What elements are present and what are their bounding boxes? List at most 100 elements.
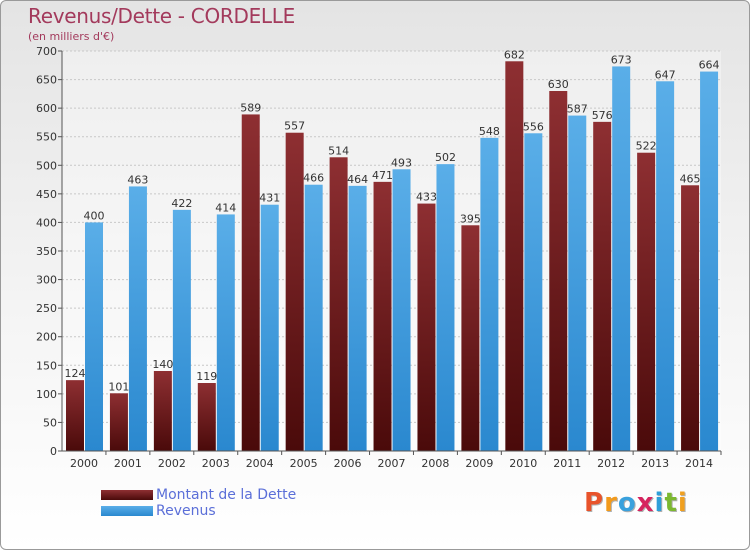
bar-revenus-2010 <box>524 133 543 452</box>
chart-subtitle: (en milliers d'€) <box>28 30 115 43</box>
label-revenus-2009: 548 <box>479 125 500 138</box>
label-revenus-2014: 664 <box>699 59 720 72</box>
bar-revenus-2006 <box>348 185 367 451</box>
y-tick-label: 100 <box>36 388 57 401</box>
x-tick-label-2004: 2004 <box>246 457 274 470</box>
bar-dette-2003 <box>197 383 216 451</box>
logo-letter: P <box>584 488 605 518</box>
x-tick-label-2014: 2014 <box>685 457 713 470</box>
bar-revenus-2009 <box>480 137 499 451</box>
bar-dette-2001 <box>109 393 128 451</box>
label-dette-2006: 514 <box>328 144 349 157</box>
logo-letter: i <box>677 488 688 518</box>
y-tick-label: 350 <box>36 245 57 258</box>
bar-dette-2014 <box>681 185 700 452</box>
y-tick-label: 300 <box>36 274 57 287</box>
bar-revenus-2013 <box>656 81 675 452</box>
y-tick-label: 550 <box>36 131 57 144</box>
bar-revenus-2004 <box>260 204 279 451</box>
label-dette-2002: 140 <box>152 358 173 371</box>
bar-dette-2000 <box>66 380 84 451</box>
label-revenus-2004: 431 <box>259 192 280 205</box>
bar-dette-2006 <box>329 157 348 452</box>
label-dette-2009: 395 <box>460 212 481 225</box>
label-revenus-2002: 422 <box>171 197 192 210</box>
x-tick-label-2001: 2001 <box>114 457 142 470</box>
x-tick-label-2012: 2012 <box>597 457 625 470</box>
label-dette-2004: 589 <box>240 101 261 114</box>
logo-letter: t <box>664 488 678 518</box>
logo-letter: r <box>604 488 618 518</box>
label-revenus-2008: 502 <box>435 151 456 164</box>
x-tick-label-2008: 2008 <box>421 457 449 470</box>
label-revenus-2007: 493 <box>391 156 412 169</box>
x-tick-label-2006: 2006 <box>334 457 362 470</box>
label-dette-2012: 576 <box>592 109 613 122</box>
legend-label-revenus: Revenus <box>156 503 216 519</box>
bar-dette-2011 <box>549 91 568 451</box>
x-tick-label-2010: 2010 <box>509 457 537 470</box>
bar-dette-2013 <box>637 152 656 451</box>
label-revenus-2013: 647 <box>655 68 676 81</box>
y-tick-label: 250 <box>36 302 57 315</box>
y-tick-label: 500 <box>36 159 57 172</box>
legend-label-dette: Montant de la Dette <box>156 487 297 503</box>
bar-dette-2005 <box>285 132 304 451</box>
y-tick-label: 0 <box>50 445 57 458</box>
label-dette-2003: 119 <box>196 370 217 383</box>
y-tick-label: 450 <box>36 188 57 201</box>
label-revenus-2010: 556 <box>523 120 544 133</box>
label-dette-2007: 471 <box>372 169 393 182</box>
chart-title: Revenus/Dette - CORDELLE <box>28 4 295 28</box>
label-revenus-2005: 466 <box>303 172 324 185</box>
label-dette-2013: 522 <box>636 140 657 153</box>
label-dette-2005: 557 <box>284 120 305 133</box>
legend-swatch-dette <box>101 490 153 500</box>
y-tick-label: 150 <box>36 359 57 372</box>
bar-revenus-2007 <box>392 169 411 452</box>
label-dette-2008: 433 <box>416 191 437 204</box>
proxiti-logo: Proxiti <box>584 488 688 518</box>
bar-dette-2002 <box>153 371 172 451</box>
logo-letter: i <box>654 488 665 518</box>
legend-swatch-revenus <box>101 506 153 516</box>
bar-dette-2008 <box>417 203 436 451</box>
label-revenus-2001: 463 <box>127 173 148 186</box>
y-tick-label: 200 <box>36 331 57 344</box>
x-tick-label-2005: 2005 <box>290 457 318 470</box>
label-dette-2011: 630 <box>548 78 569 91</box>
label-revenus-2000: 400 <box>84 209 105 222</box>
label-dette-2000: 124 <box>65 367 86 380</box>
bar-dette-2007 <box>373 181 392 451</box>
x-tick-label-2011: 2011 <box>553 457 581 470</box>
bar-dette-2004 <box>241 114 260 451</box>
bar-revenus-2008 <box>436 164 455 451</box>
bar-revenus-2001 <box>128 186 147 451</box>
bar-revenus-2012 <box>612 66 631 451</box>
bar-dette-2010 <box>505 61 524 452</box>
bar-revenus-2014 <box>700 71 719 452</box>
x-tick-label-2013: 2013 <box>641 457 669 470</box>
logo-letter: x <box>636 488 655 518</box>
bar-dette-2012 <box>593 121 612 451</box>
y-tick-label: 600 <box>36 102 57 115</box>
x-tick-label-2003: 2003 <box>202 457 230 470</box>
y-tick-label: 50 <box>43 416 57 429</box>
label-revenus-2012: 673 <box>611 53 632 66</box>
bar-revenus-2000 <box>85 222 103 451</box>
bar-revenus-2002 <box>172 209 191 451</box>
label-revenus-2003: 414 <box>215 201 236 214</box>
y-tick-label: 650 <box>36 74 57 87</box>
x-tick-label-2007: 2007 <box>378 457 406 470</box>
x-tick-label-2002: 2002 <box>158 457 186 470</box>
bar-revenus-2005 <box>304 184 323 451</box>
label-revenus-2006: 464 <box>347 173 368 186</box>
x-tick-label-2000: 2000 <box>70 457 98 470</box>
bar-dette-2009 <box>461 225 480 451</box>
label-dette-2014: 465 <box>680 172 701 185</box>
bar-revenus-2003 <box>216 214 235 451</box>
bar-revenus-2011 <box>568 115 587 452</box>
x-tick-label-2009: 2009 <box>465 457 493 470</box>
